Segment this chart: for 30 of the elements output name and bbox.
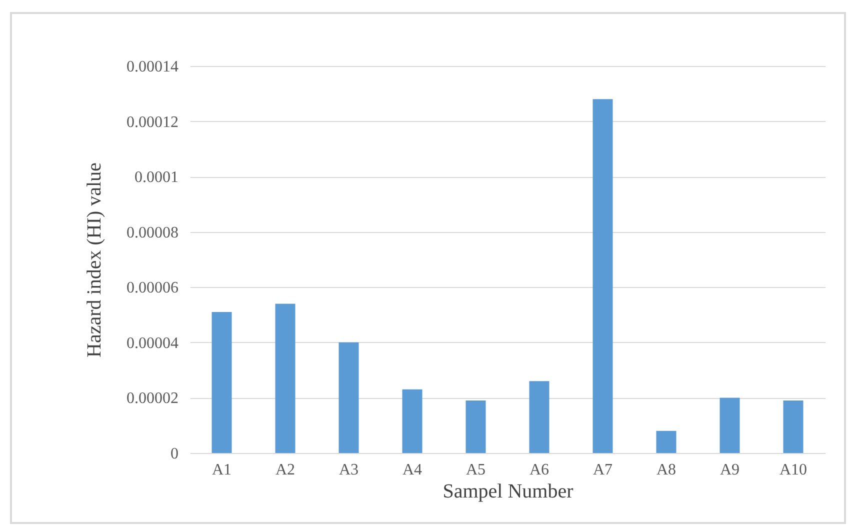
x-tick-label: A8 [656,462,676,478]
x-tick-label: A9 [720,462,740,478]
bar [402,389,422,453]
y-tick-label: 0.00002 [126,390,178,408]
x-tick-label: A3 [338,462,359,478]
y-tick-label: 0.00014 [126,58,178,76]
x-axis-title: Sampel Number [442,480,574,502]
bar [720,398,740,453]
x-tick-label: A1 [212,462,232,478]
bar [529,381,550,453]
bar [338,342,359,453]
x-tick-label: A2 [275,462,296,478]
y-tick-label: 0 [170,446,178,462]
x-tick-label: A4 [402,462,422,478]
y-tick-label: 0.00006 [126,280,178,297]
x-tick-label: A6 [529,462,550,478]
bar [592,99,613,453]
y-tick-label: 0.0001 [134,169,178,186]
x-tick-label: A10 [779,462,808,478]
y-tick-label: 0.00008 [126,224,178,242]
x-tick-label: A5 [466,462,486,478]
x-tick-label: A7 [592,462,613,478]
y-tick-label: 0.00012 [126,114,178,131]
y-tick-label: 0.00004 [126,334,178,352]
y-axis-title: Hazard index (HI) value [84,162,106,358]
bar [275,304,296,453]
bar [783,400,804,453]
bar [466,400,486,453]
bar [656,430,676,453]
bar [212,312,232,453]
